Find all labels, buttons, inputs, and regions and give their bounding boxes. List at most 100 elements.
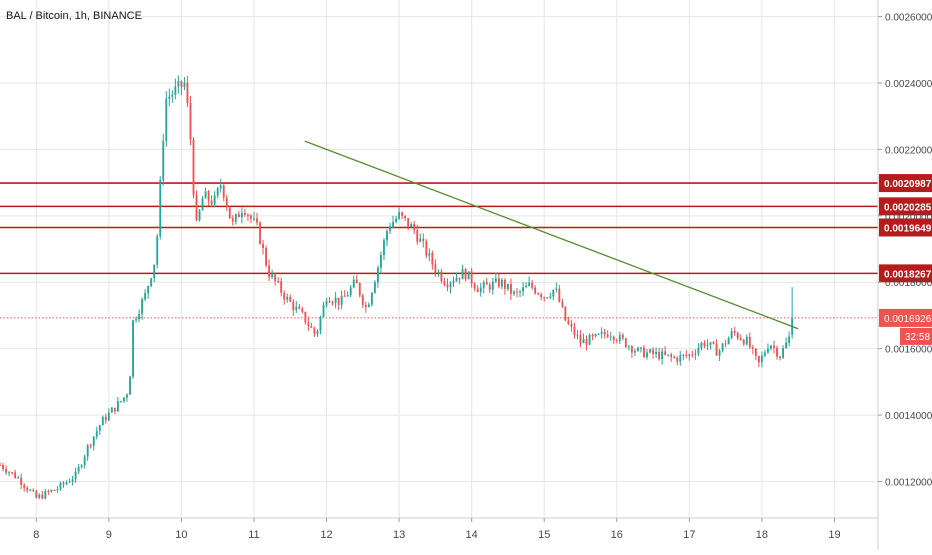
candle bbox=[767, 343, 769, 354]
candle-body bbox=[534, 287, 537, 294]
trend-line[interactable] bbox=[304, 140, 799, 330]
candle-body bbox=[186, 82, 189, 104]
candle-body bbox=[32, 490, 35, 492]
candle-body bbox=[361, 295, 364, 305]
candle bbox=[770, 344, 772, 351]
candle bbox=[637, 346, 639, 352]
candle bbox=[646, 348, 648, 360]
candle bbox=[643, 345, 645, 358]
candle-body bbox=[479, 287, 482, 293]
candle bbox=[715, 339, 718, 356]
candle-body bbox=[419, 238, 422, 242]
candle bbox=[661, 347, 664, 365]
candle-body bbox=[748, 336, 751, 348]
candle bbox=[573, 322, 576, 339]
candle-body bbox=[328, 301, 331, 303]
candle bbox=[782, 345, 785, 359]
candle bbox=[461, 264, 464, 280]
candle-body bbox=[183, 82, 186, 87]
candle bbox=[95, 426, 98, 440]
candle-body bbox=[59, 482, 62, 490]
candle-body bbox=[643, 347, 645, 358]
candle bbox=[600, 327, 603, 339]
time-axis-label: 17 bbox=[683, 529, 695, 541]
candle bbox=[322, 301, 325, 318]
candle bbox=[319, 315, 322, 335]
candle-body bbox=[470, 271, 473, 284]
candle bbox=[491, 277, 494, 295]
candle bbox=[364, 301, 367, 313]
candle-body bbox=[682, 354, 685, 356]
candle-body bbox=[334, 297, 337, 303]
candle-body bbox=[627, 346, 630, 348]
candle-body bbox=[506, 283, 509, 289]
candle bbox=[86, 443, 89, 461]
candle-body bbox=[383, 240, 385, 256]
candle-body bbox=[47, 491, 50, 493]
candle bbox=[531, 279, 534, 290]
candle bbox=[0, 462, 1, 466]
candle bbox=[286, 293, 289, 303]
candle bbox=[549, 292, 552, 300]
countdown-tag bbox=[900, 327, 932, 345]
candle-body bbox=[38, 494, 41, 498]
candle bbox=[380, 251, 382, 274]
candle-body bbox=[531, 282, 534, 288]
candle-body bbox=[107, 412, 110, 421]
candle-body bbox=[736, 332, 739, 339]
candle-body bbox=[724, 343, 727, 345]
candle bbox=[386, 229, 388, 246]
candle bbox=[467, 271, 470, 280]
candle bbox=[23, 483, 26, 492]
candle-body bbox=[8, 472, 11, 474]
candle bbox=[174, 78, 177, 100]
candle-body bbox=[773, 345, 775, 348]
candle bbox=[373, 280, 376, 294]
candle-body bbox=[600, 332, 603, 334]
time-axis-label: 10 bbox=[175, 529, 187, 541]
candle bbox=[298, 303, 301, 310]
candle bbox=[310, 322, 313, 329]
candle-body bbox=[147, 286, 150, 294]
candle bbox=[59, 481, 62, 491]
candle-body bbox=[165, 98, 168, 142]
candle-body bbox=[688, 354, 691, 356]
price-axis-label: 0.0026000 bbox=[885, 13, 932, 24]
candle-body bbox=[307, 322, 310, 326]
candle-body bbox=[171, 94, 174, 97]
candle-body bbox=[516, 291, 518, 293]
candle-body bbox=[555, 288, 558, 290]
candle bbox=[410, 221, 413, 228]
candle bbox=[751, 344, 754, 355]
candle-body bbox=[168, 96, 171, 99]
candle bbox=[431, 250, 434, 270]
candle-body bbox=[500, 279, 503, 287]
candle bbox=[283, 290, 286, 305]
candle bbox=[682, 354, 685, 361]
candle bbox=[691, 350, 694, 358]
candle-body bbox=[630, 346, 633, 353]
candle-body bbox=[246, 214, 249, 216]
candle bbox=[506, 283, 509, 291]
candle bbox=[612, 335, 615, 344]
candle-body bbox=[156, 236, 159, 265]
candle-body bbox=[767, 348, 769, 353]
candle-body bbox=[543, 297, 546, 299]
candle bbox=[289, 294, 292, 303]
candle-body bbox=[733, 330, 736, 333]
candle-body bbox=[192, 139, 195, 195]
candle-body bbox=[138, 313, 141, 320]
candle-body bbox=[727, 337, 730, 345]
candle-body bbox=[446, 284, 449, 288]
candle-body bbox=[271, 274, 274, 278]
candle-body bbox=[277, 281, 280, 283]
candle-body bbox=[582, 339, 585, 344]
candle bbox=[171, 90, 174, 103]
candle-body bbox=[213, 195, 216, 205]
candle-body bbox=[243, 212, 246, 215]
candle bbox=[389, 222, 391, 235]
candle bbox=[519, 289, 521, 298]
candle-body bbox=[268, 265, 271, 278]
